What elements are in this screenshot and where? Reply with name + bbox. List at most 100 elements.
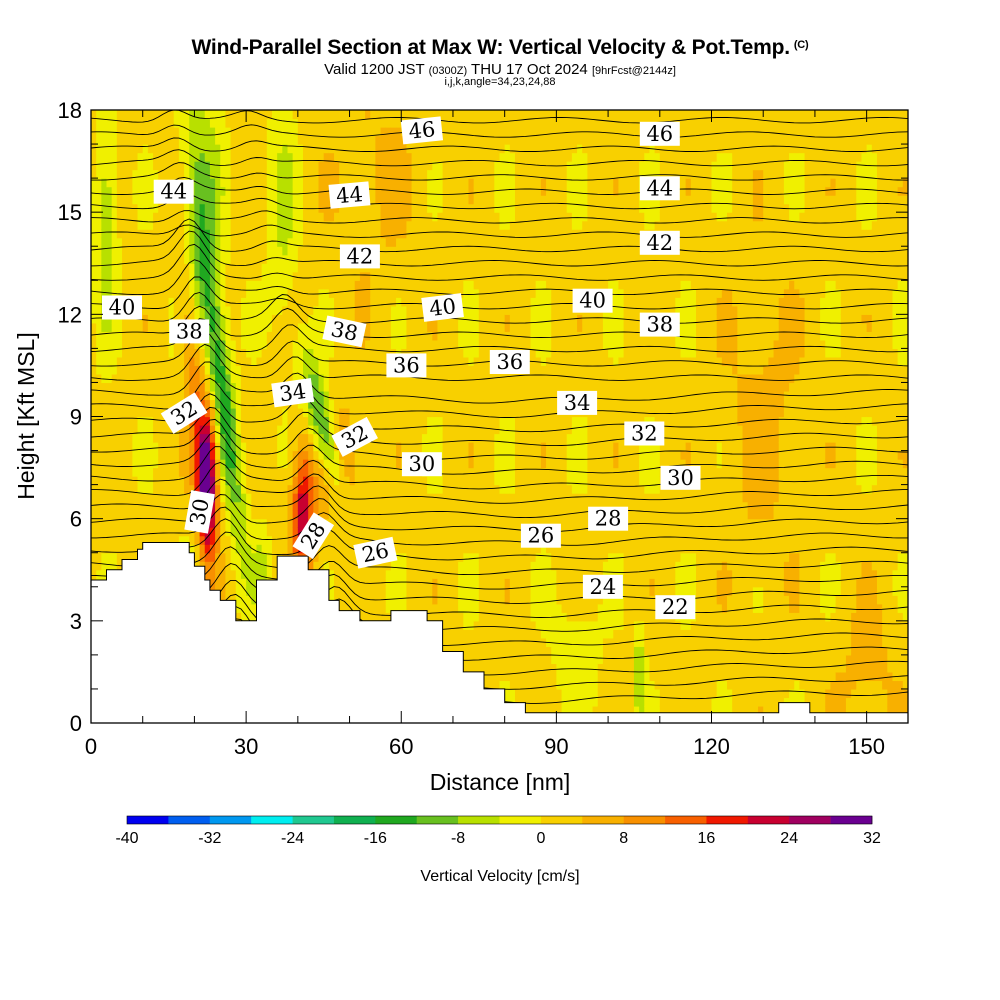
vv-cell [153,271,159,281]
vv-cell [246,535,252,545]
vv-cell [137,433,144,443]
vv-cell [344,518,351,528]
vv-cell [421,433,428,443]
vv-cell [215,373,221,384]
vv-cell [246,382,252,392]
vv-cell [184,442,190,452]
vv-cell [354,390,361,401]
vv-cell [246,501,252,511]
vv-cell [437,399,444,409]
vv-cell [116,127,123,137]
vv-cell [308,442,314,452]
vv-cell [132,186,139,196]
vv-cell [106,544,113,554]
vv-cell [359,603,366,613]
vv-cell [215,288,221,298]
vv-cell [442,390,449,401]
vv-cell [313,425,320,435]
vv-cell [339,484,345,494]
vv-cell [194,297,201,307]
vv-cell [380,399,387,409]
vv-cell [251,569,258,579]
vv-cell [318,425,325,435]
vv-cell [251,229,258,239]
vv-cell [318,169,325,179]
vv-cell [287,229,294,239]
vv-cell [427,603,433,613]
vv-cell [427,246,433,256]
vv-cell [318,314,325,324]
vv-cell [215,382,221,392]
vv-cell [442,356,449,367]
vv-cell [390,484,397,494]
vv-cell [137,271,144,281]
vv-cell [246,399,252,409]
vv-cell [142,373,149,384]
vv-cell [106,535,113,545]
vv-cell [127,229,133,239]
vv-cell [349,382,356,392]
vv-cell [442,382,449,392]
vv-cell [385,595,392,605]
vv-cell [375,305,382,315]
vv-cell [365,586,371,596]
vv-cell [380,169,387,179]
vv-cell [163,467,170,477]
vv-cell [153,127,159,137]
vv-cell [277,331,283,341]
vv-cell [256,476,263,486]
vv-cell [163,246,170,256]
vv-cell [406,280,413,290]
vv-cell [173,348,180,358]
vv-cell [132,518,139,528]
vv-cell [116,365,123,375]
vv-cell [225,476,232,486]
vv-cell [421,254,428,264]
vv-cell [328,544,335,554]
vv-cell [230,229,237,239]
vv-cell [122,331,128,341]
vv-cell [292,407,299,418]
vv-cell [96,271,102,281]
vv-cell [215,152,221,162]
vv-cell [359,135,366,145]
vv-cell [220,178,227,188]
vv-cell [246,186,252,196]
vv-cell [266,493,273,503]
vv-cell [370,229,376,239]
vv-cell [142,263,149,273]
vv-cell [297,271,304,281]
vv-cell [106,433,113,443]
vv-cell [287,220,294,230]
vv-cell [194,195,201,205]
vv-cell [344,229,351,239]
vv-cell [96,135,102,145]
vv-cell [147,527,154,537]
vv-cell [256,561,263,571]
vv-cell [111,127,118,137]
vv-cell [365,229,371,239]
vv-cell [168,288,175,298]
vv-cell [282,110,289,120]
vv-cell [209,305,216,315]
vv-cell [385,169,392,179]
vv-cell [178,220,185,230]
vv-cell [396,118,402,128]
vv-cell [261,118,268,128]
vv-cell [106,127,113,137]
vv-cell [127,186,133,196]
vv-cell [106,450,113,460]
vv-cell [91,161,97,171]
vv-cell [396,178,402,188]
vv-cell [447,569,454,579]
vv-cell [147,297,154,307]
vv-cell [147,442,154,452]
vv-cell [142,127,149,137]
vv-cell [385,373,392,384]
vv-cell [380,476,387,486]
vv-cell [442,135,449,145]
vv-cell [101,280,108,290]
vv-cell [153,433,159,443]
vv-cell [416,322,423,332]
vv-cell [106,331,113,341]
